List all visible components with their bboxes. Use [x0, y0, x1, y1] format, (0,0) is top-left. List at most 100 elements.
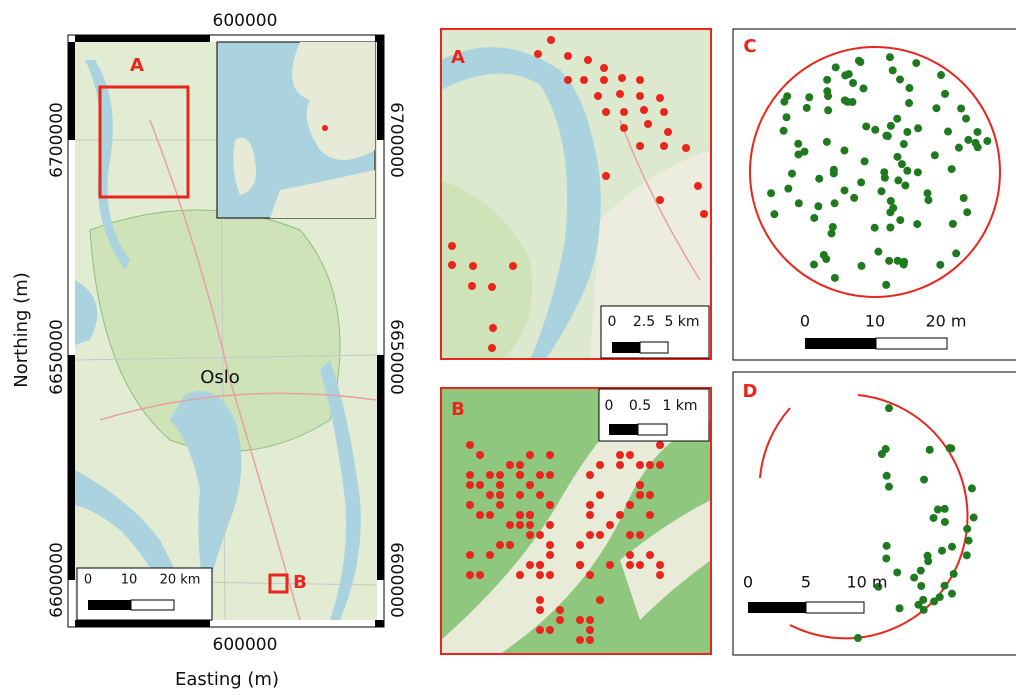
sample-dot — [886, 224, 894, 232]
sample-dot — [526, 511, 534, 519]
sample-dot — [896, 216, 904, 224]
sample-dot — [983, 137, 991, 145]
sample-dot — [862, 122, 870, 130]
scale-label: 5 — [801, 573, 811, 592]
sample-dot — [805, 93, 813, 101]
sample-dot — [965, 537, 973, 545]
sample-dot — [616, 451, 624, 459]
sample-dot — [938, 547, 946, 555]
sample-dot — [586, 571, 594, 579]
sample-dot — [466, 571, 474, 579]
sample-dot — [814, 202, 822, 210]
sample-dot — [656, 196, 664, 204]
sample-dot — [526, 481, 534, 489]
sample-dot — [644, 120, 652, 128]
sample-dot — [547, 36, 555, 44]
sample-dot — [486, 491, 494, 499]
scale-label: 0 — [743, 573, 753, 592]
sample-dot — [913, 220, 921, 228]
sample-dot — [841, 71, 849, 79]
sample-dot — [556, 606, 564, 614]
sample-dot — [794, 140, 802, 148]
panel-label: B — [451, 399, 465, 420]
sample-dot — [636, 142, 644, 150]
figure: A B Oslo 0 10 20 km 600000 600000 Eastin… — [0, 0, 1016, 695]
sample-dot — [546, 626, 554, 634]
sample-dot — [968, 484, 976, 492]
sample-dot — [950, 570, 958, 578]
sample-dot — [960, 194, 968, 202]
sample-dot — [900, 140, 908, 148]
sample-dot — [857, 262, 865, 270]
sample-dot — [636, 461, 644, 469]
sample-dot — [788, 170, 796, 178]
sample-dot — [536, 596, 544, 604]
sample-dot — [889, 204, 897, 212]
scale-bar — [612, 342, 640, 353]
sample-dot — [626, 451, 634, 459]
sample-dot — [854, 634, 862, 642]
sample-dot — [536, 491, 544, 499]
sample-dot — [526, 531, 534, 539]
sample-dot — [636, 561, 644, 569]
sample-dot — [486, 551, 494, 559]
sample-dot — [700, 210, 708, 218]
sample-dot — [682, 144, 690, 152]
sample-dot — [636, 92, 644, 100]
sample-dot — [936, 261, 944, 269]
sample-dot — [850, 194, 858, 202]
sample-dot — [815, 175, 823, 183]
scale-bar — [131, 600, 174, 610]
sample-dot — [914, 168, 922, 176]
sample-dot — [466, 471, 474, 479]
sample-dot — [596, 596, 604, 604]
sample-dot — [800, 148, 808, 156]
sample-dot — [931, 151, 939, 159]
sample-dot — [859, 84, 867, 92]
sample-dot — [476, 511, 484, 519]
sample-dot — [885, 404, 893, 412]
sample-dot — [564, 52, 572, 60]
sample-dot — [948, 543, 956, 551]
sample-dot — [893, 115, 901, 123]
sample-dot — [949, 220, 957, 228]
sample-dot — [596, 461, 604, 469]
sample-dot — [840, 186, 848, 194]
sample-dot — [882, 445, 890, 453]
sample-dot — [496, 501, 504, 509]
scale-label: 20 m — [925, 312, 966, 331]
panel-label: C — [743, 36, 756, 57]
sample-dot — [596, 491, 604, 499]
scale-label: 0.5 — [629, 398, 651, 414]
sample-dot — [882, 554, 890, 562]
sample-dot — [963, 208, 971, 216]
sample-dot — [488, 283, 496, 291]
scale-label: 0 — [84, 573, 92, 588]
sample-dot — [606, 521, 614, 529]
sample-dot — [586, 616, 594, 624]
sample-dot — [616, 90, 624, 98]
sample-dot — [546, 471, 554, 479]
sample-dot — [861, 157, 869, 165]
sample-dot — [857, 178, 865, 186]
sample-dot — [823, 76, 831, 84]
sample-dot — [903, 128, 911, 136]
place-label: Oslo — [200, 367, 240, 388]
scale-label: 10 m — [846, 573, 887, 592]
sample-dot — [576, 541, 584, 549]
area-label: A — [130, 55, 144, 76]
sample-dot — [823, 138, 831, 146]
sample-dot — [912, 59, 920, 67]
sample-dot — [886, 53, 894, 61]
location-dot — [322, 125, 328, 131]
sample-dot — [810, 261, 818, 269]
sample-dot — [526, 561, 534, 569]
sample-dot — [848, 98, 856, 106]
sample-dot — [941, 518, 949, 526]
sample-dot — [871, 224, 879, 232]
y-tick-label: 6700000 — [386, 102, 406, 178]
sample-dot — [616, 461, 624, 469]
sample-dot — [882, 281, 890, 289]
sample-dot — [468, 282, 476, 290]
sample-dot — [466, 441, 474, 449]
